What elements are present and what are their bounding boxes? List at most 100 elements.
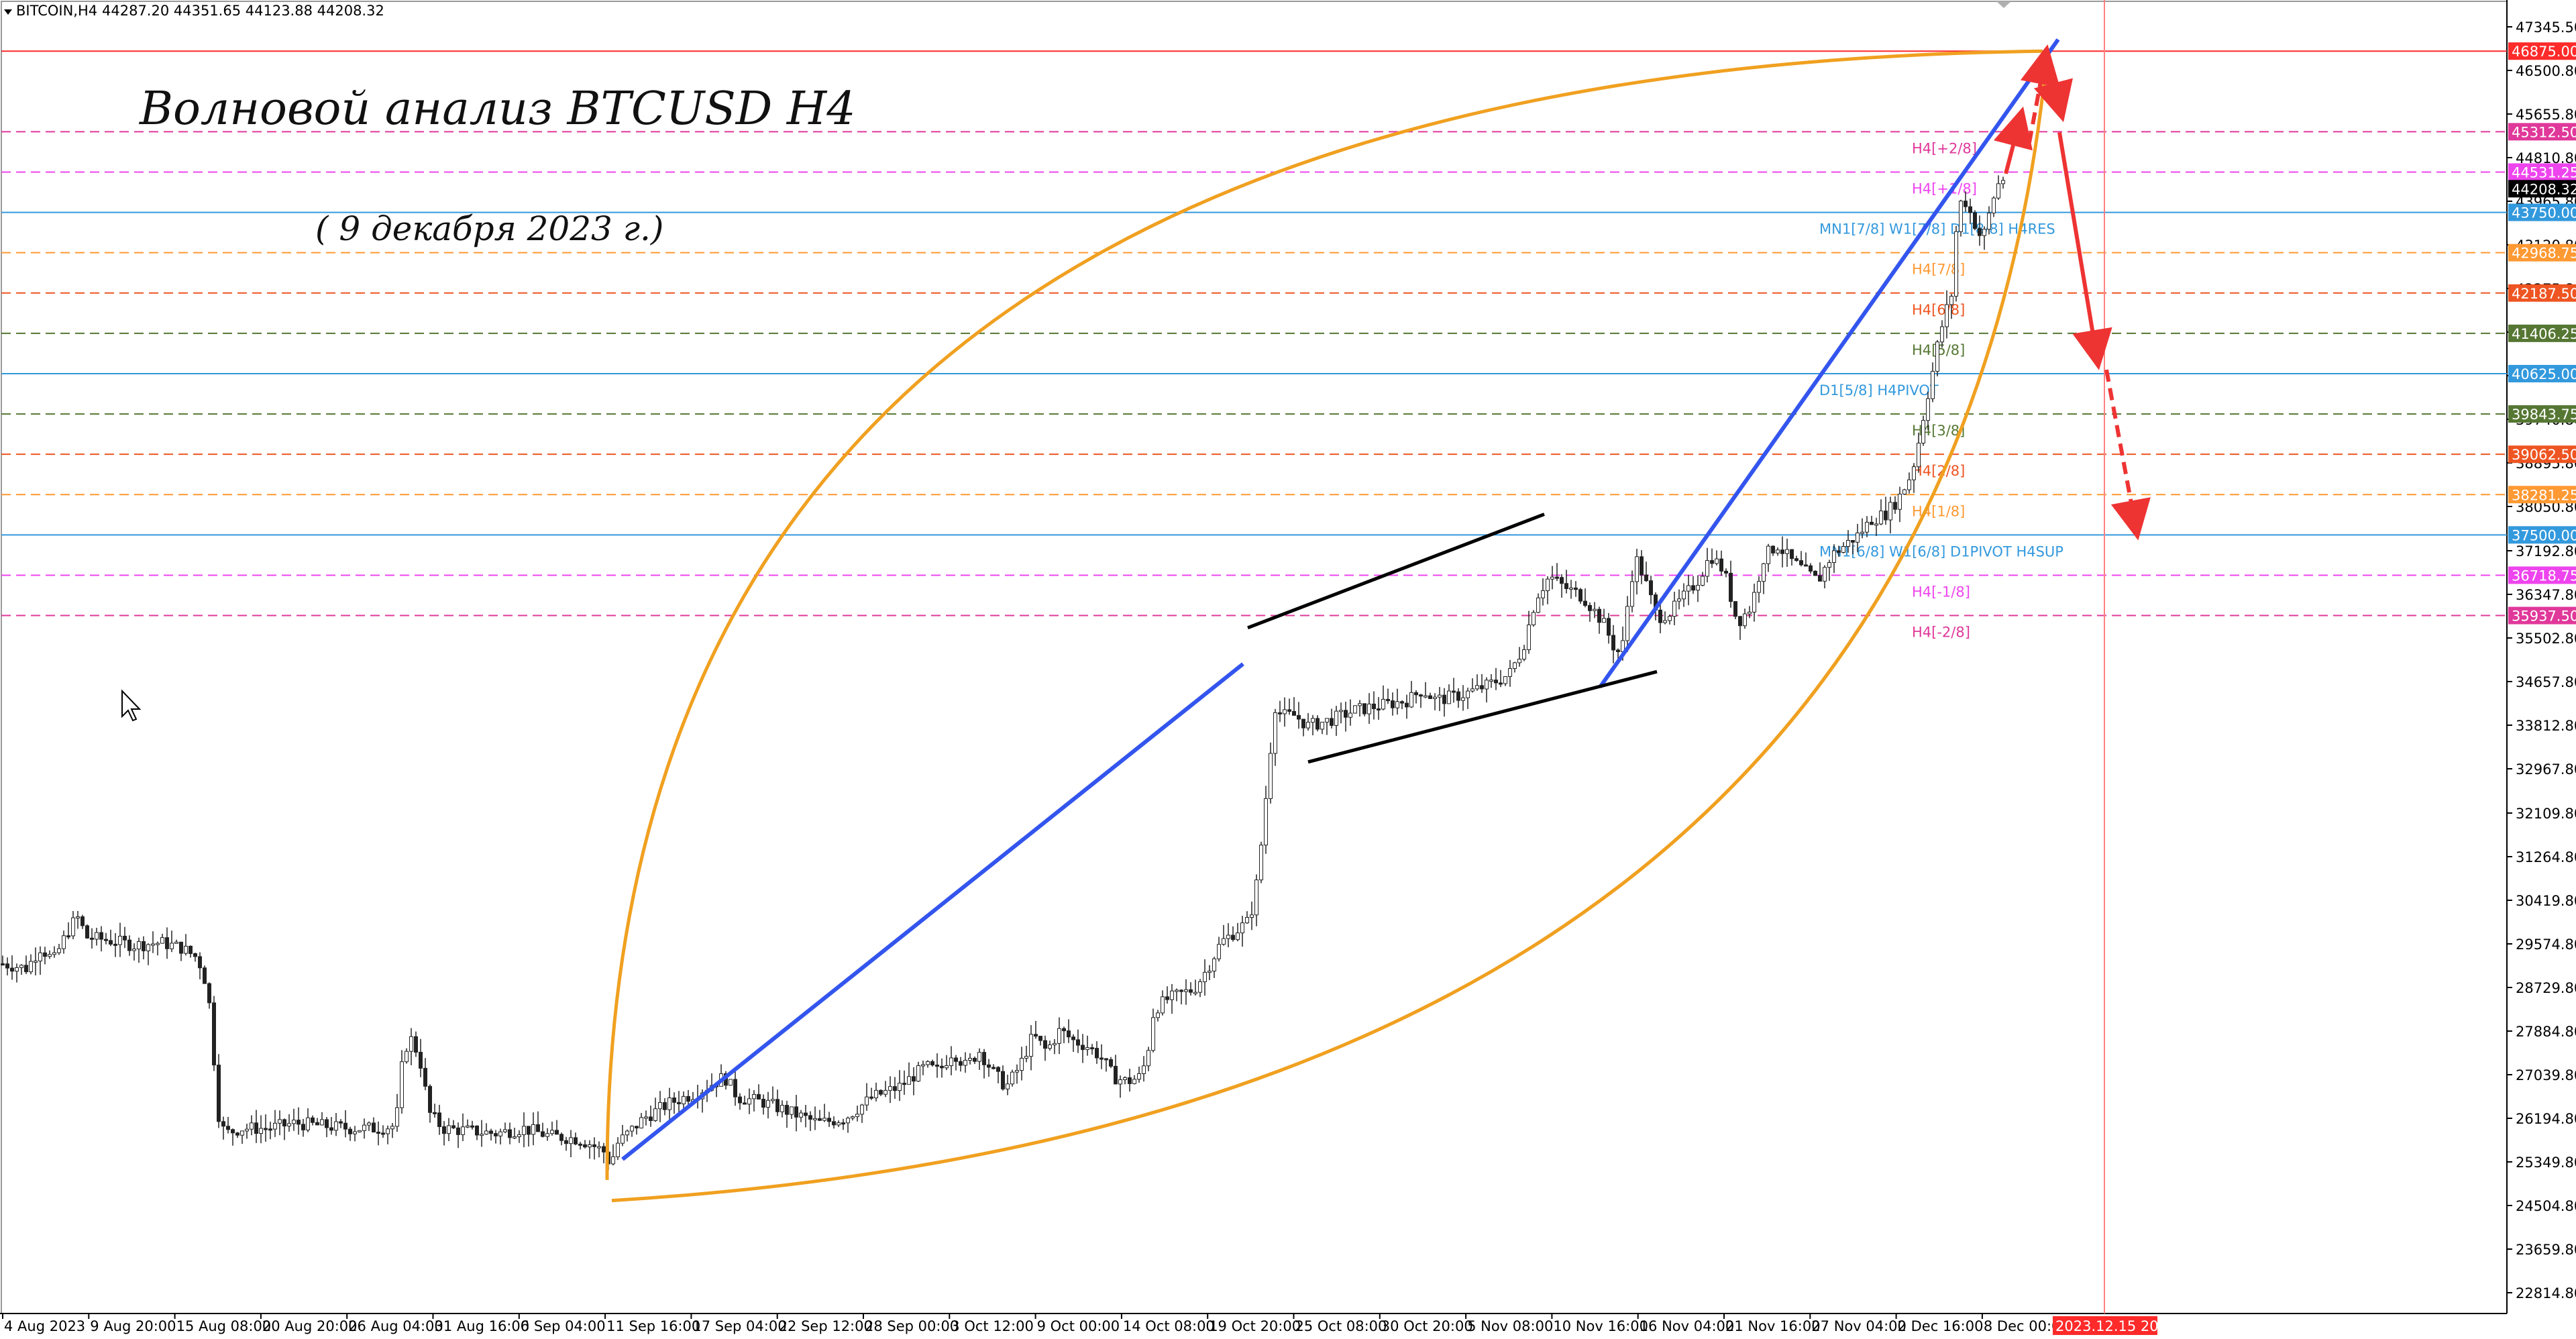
x-tick-label: 2 Dec 16:00	[1898, 1318, 1984, 1334]
candle-body	[1175, 989, 1179, 992]
candle-body	[494, 1133, 498, 1136]
candle-body	[66, 935, 70, 938]
y-tick-label: 27884.80	[2516, 1024, 2576, 1040]
candle-body	[630, 1126, 634, 1132]
candle-body	[1212, 958, 1216, 972]
candle-body	[907, 1076, 911, 1085]
candle-body	[808, 1115, 812, 1120]
candle-body	[278, 1119, 282, 1124]
candle-body	[1799, 560, 1803, 566]
candle-body	[1151, 1017, 1155, 1051]
candle-body	[1071, 1036, 1075, 1040]
candle-body	[799, 1112, 803, 1118]
candle-body	[1414, 692, 1418, 696]
candle-body	[1574, 587, 1578, 590]
candle-body	[273, 1122, 277, 1130]
candle-body	[1447, 690, 1451, 704]
candle-body	[348, 1128, 352, 1134]
candle-body	[76, 916, 80, 919]
candle-body	[1123, 1077, 1127, 1081]
candle-body	[1607, 618, 1611, 636]
analysis-date: ( 9 декабря 2023 г.)	[315, 209, 663, 248]
y-tick-label: 22814.80	[2516, 1285, 2576, 1301]
candle-body	[447, 1125, 451, 1134]
candle-body	[1438, 694, 1442, 698]
candle-body	[644, 1116, 648, 1119]
candle-body	[212, 1002, 216, 1066]
wave-line	[621, 662, 1244, 1161]
x-tick-label: 26 Aug 04:00	[348, 1318, 443, 1334]
candle-body	[137, 941, 141, 950]
candle-body	[827, 1118, 831, 1122]
candle-body	[1729, 572, 1733, 602]
x-tick-label: 17 Sep 04:00	[692, 1318, 786, 1334]
candle-body	[1560, 577, 1564, 584]
y-tick-label: 47345.50	[2516, 19, 2576, 36]
candle-body	[747, 1098, 751, 1105]
price-tag-label: 36718.75	[2512, 568, 2576, 584]
candle-body	[1996, 183, 2000, 199]
price-tag-label: 39062.50	[2512, 447, 2576, 463]
candle-body	[1433, 696, 1437, 699]
candle-body	[15, 967, 19, 972]
candle-body	[1743, 613, 1747, 627]
chevron-down-icon[interactable]	[4, 9, 12, 15]
scroll-marker-icon[interactable]	[1996, 1, 2011, 8]
candle-body	[1823, 567, 1827, 582]
candle-body	[639, 1117, 643, 1128]
candle-body	[381, 1132, 385, 1135]
candle-body	[1372, 703, 1376, 710]
candle-body	[1090, 1047, 1094, 1050]
candle-body	[221, 1121, 225, 1127]
candle-body	[395, 1107, 399, 1127]
mouse-cursor-icon	[121, 689, 142, 722]
channel-line	[1307, 670, 1658, 764]
arc-upper	[605, 49, 2043, 1180]
candle-body	[930, 1061, 934, 1066]
candle-body	[1259, 845, 1263, 881]
x-tick-label: 11 Sep 16:00	[606, 1318, 700, 1334]
candle-body	[794, 1106, 798, 1118]
candle-body	[1757, 581, 1761, 593]
candle-body	[508, 1129, 512, 1138]
x-tick-label: 27 Nov 04:00	[1811, 1318, 1907, 1334]
plot-area	[1, 1, 2508, 1314]
candle-body	[1686, 585, 1690, 592]
candle-body	[1682, 590, 1686, 600]
candle-body	[1020, 1057, 1024, 1071]
candle-body	[156, 943, 160, 945]
candle-body	[1893, 502, 1897, 510]
candle-body	[329, 1127, 333, 1131]
price-tag-label: 42187.50	[2512, 286, 2576, 302]
candle-body	[1067, 1030, 1071, 1038]
candle-body	[1254, 879, 1258, 916]
candle-body	[879, 1089, 883, 1095]
candle-body	[19, 965, 23, 968]
channel-line	[1247, 513, 1545, 630]
candle-body	[484, 1130, 488, 1135]
candle-body	[611, 1156, 615, 1165]
candle-body	[1142, 1065, 1146, 1074]
candle-body	[1048, 1045, 1052, 1049]
candle-body	[1954, 231, 1958, 297]
candle-body	[1809, 565, 1813, 572]
candle-body	[555, 1130, 559, 1135]
x-tick-label: 25 Oct 08:00	[1295, 1318, 1387, 1334]
candle-body	[287, 1123, 291, 1127]
candle-body	[301, 1124, 305, 1130]
candle-body	[1405, 702, 1409, 708]
y-tick-label: 24504.80	[2516, 1198, 2576, 1214]
candle-body	[541, 1131, 545, 1137]
candle-body	[372, 1122, 376, 1133]
candle-body	[1353, 705, 1357, 714]
candle-body	[1193, 992, 1197, 994]
candle-body	[1752, 592, 1756, 612]
candle-body	[57, 948, 61, 953]
candle-body	[297, 1120, 301, 1125]
candle-body	[832, 1121, 836, 1126]
candle-body	[1419, 694, 1423, 697]
candle-body	[320, 1119, 324, 1126]
candle-body	[959, 1061, 963, 1066]
candle-body	[405, 1051, 409, 1063]
